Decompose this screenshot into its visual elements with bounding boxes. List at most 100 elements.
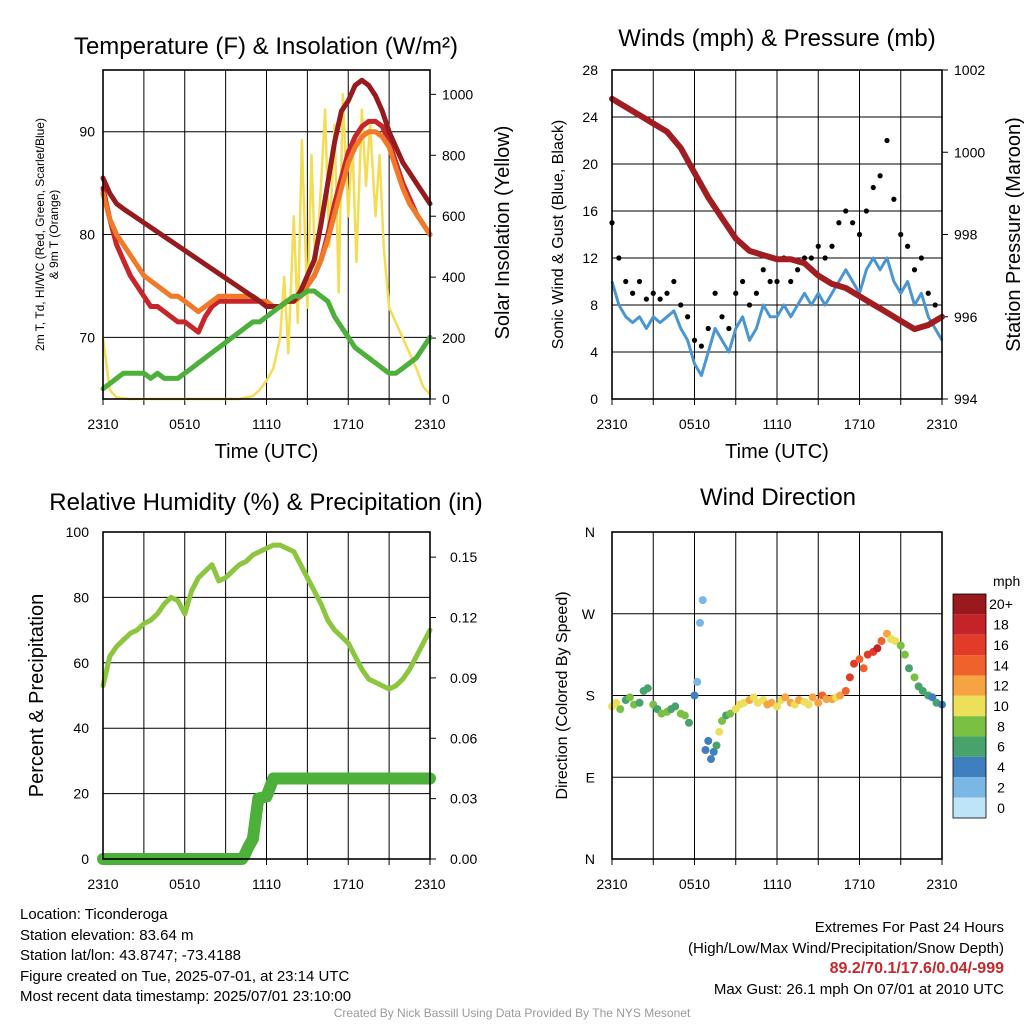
direction-point [891,637,900,645]
y-tick-label-right: 996 [954,309,978,325]
direction-point [822,695,831,704]
y-tick-label-right: 0.03 [450,791,477,807]
gust-point [698,343,704,349]
gust-point [877,173,883,179]
x-tick-label: 1110 [762,416,791,432]
direction-point [781,693,790,702]
gust-point [891,196,897,202]
direction-point [707,755,715,764]
x-tick-label: 2310 [926,416,957,432]
direction-point [696,618,704,627]
direction-point [643,684,652,693]
colorbar-swatch [953,675,986,696]
gust-point [616,255,622,261]
colorbar-label: 14 [993,657,1009,673]
colorbar-label: 16 [993,637,1009,653]
y-tick-label-right: 998 [954,227,978,243]
direction-point [814,698,823,707]
series-line-station-pressure [609,95,945,333]
direction-point [698,596,707,605]
y-tick-label-left: 40 [73,720,89,736]
direction-point [701,746,710,754]
direction-point [690,691,699,700]
y-tick-label-left: 20 [73,786,89,802]
direction-point [850,659,858,668]
extremes-title: Extremes For Past 24 Hours [814,919,1004,936]
gust-point [884,137,890,144]
direction-point [918,686,927,695]
plot-frame [611,531,943,860]
direction-point [855,655,864,664]
y-tick-label-left: 28 [582,62,598,78]
colorbar-swatch [953,736,986,757]
extremes-subtitle: (High/Low/Max Wind/Precipitation/Snow De… [688,939,1004,957]
direction-point [896,641,905,650]
y-tick-label-left: 100 [66,524,90,540]
gust-point [726,325,732,332]
x-tick-label: 2310 [87,876,118,892]
gust-point [898,231,904,238]
gust-point [843,208,849,214]
direction-point [671,702,680,711]
gust-point [753,290,759,296]
colorbar-frame [952,593,987,819]
x-tick-label: 1710 [333,876,364,892]
y-tick-label-right: 0.06 [450,730,477,746]
gust-point [918,255,924,261]
direction-point [877,637,886,645]
chart-title: Wind Direction [700,484,856,511]
y-tick-label-right: 1000 [442,86,473,102]
extremes-info: Extremes For Past 24 Hours (High/Low/Max… [688,918,1004,1000]
gust-point [911,267,918,273]
y-tick-label-left: 4 [590,344,598,360]
y-tick-label-left: 70 [79,329,95,345]
colorbar-swatch [953,756,986,778]
direction-point [836,691,845,700]
y-tick-label-right: 994 [954,391,978,407]
y-tick-label-left: 20 [582,156,598,172]
colorbar-label: 4 [997,759,1005,775]
direction-point [905,664,913,673]
colorbar-label: 0 [997,800,1005,816]
series-line-relative-humidity [100,542,433,692]
y-tick-label-right: 0.00 [450,851,477,867]
credit-line: Created By Nick Bassill Using Data Provi… [333,1006,691,1020]
max-gust: Max Gust: 26.1 mph On 07/01 at 2010 UTC [713,980,1004,998]
y-axis-label-right: Station Pressure (Maroon) [1003,117,1024,352]
gust-point [774,278,780,285]
colorbar-label: 6 [997,739,1005,755]
x-tick-label: 2310 [926,876,957,892]
station-location: Location: Ticonderoga [20,906,168,923]
colorbar-swatch [953,797,986,818]
y-tick-label-left: W [582,606,596,622]
y-axis-label-left: Direction (Colored By Speed) [554,591,571,799]
x-tick-label: 2310 [414,416,445,432]
gust-point [836,220,842,226]
colorbar-label: 12 [993,678,1009,694]
y-tick-label-right: 0.09 [450,670,477,686]
gust-point [905,243,911,249]
x-tick-label: 1110 [252,876,281,892]
gust-point [643,296,649,302]
direction-point [693,677,702,686]
gust-point [870,184,876,191]
gust-point [850,220,856,226]
x-tick-label: 0510 [169,416,200,432]
x-tick-label: 0510 [169,876,200,892]
station-latlon: Station lat/lon: 43.8747; -73.4188 [20,947,242,964]
gust-point [808,255,814,261]
series-line-precipitation [97,772,436,865]
y-tick-label-left: 8 [590,297,598,313]
direction-point [704,736,713,745]
gust-point [671,278,677,285]
y-tick-label-left: 12 [582,250,598,266]
figure-created: Figure created on Tue, 2025-07-01, at 23… [20,967,350,985]
gust-point [691,337,698,343]
colorbar-label: 8 [997,718,1005,734]
y-tick-label-left: E [586,769,595,785]
y-tick-label-right: 800 [442,147,466,163]
gust-point [815,243,821,249]
direction-point [808,693,817,702]
direction-point [900,650,909,659]
x-tick-label: 0510 [679,876,710,892]
